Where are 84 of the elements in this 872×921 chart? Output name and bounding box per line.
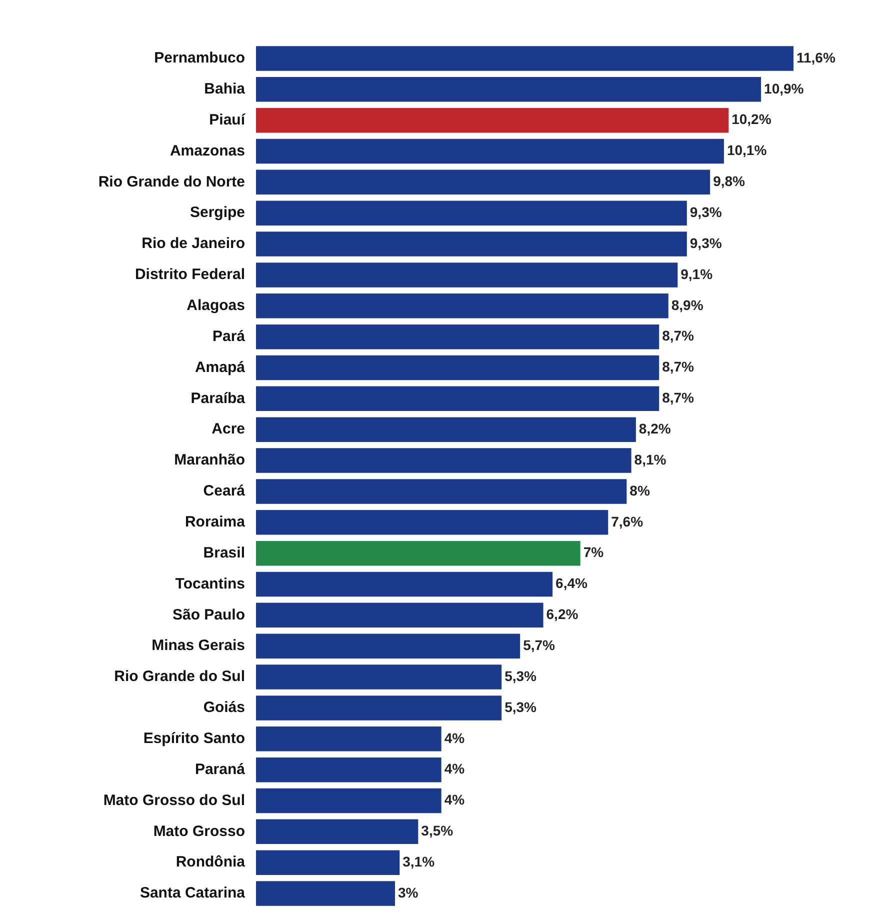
- y-tick-label: Amazonas: [170, 142, 245, 160]
- data-label: 9,3%: [690, 204, 722, 220]
- data-label: 4%: [444, 730, 466, 746]
- y-tick-label: Brasil: [203, 544, 245, 562]
- data-label: 8,1%: [634, 451, 667, 468]
- bar: [256, 881, 395, 906]
- data-label: 4%: [444, 792, 466, 808]
- y-tick-label: Santa Catarina: [140, 884, 246, 902]
- bar: [256, 324, 660, 350]
- y-tick-label: Rio Grande do Sul: [114, 668, 245, 686]
- y-tick-label: Pará: [212, 328, 246, 345]
- y-tick-label: Espírito Santo: [143, 730, 245, 748]
- bar: [256, 386, 660, 412]
- bar: [256, 757, 442, 782]
- data-label: 5,7%: [523, 636, 556, 653]
- data-label: 8,2%: [638, 420, 672, 436]
- bar: [256, 294, 668, 318]
- data-label: 6,4%: [556, 575, 588, 592]
- bar: [256, 726, 442, 752]
- data-label: 3,1%: [402, 853, 436, 870]
- y-tick-label: Rio de Janeiro: [142, 235, 245, 252]
- data-label: 10,1%: [726, 142, 768, 158]
- y-tick-label: Alagoas: [186, 297, 245, 314]
- y-tick-label: São Paulo: [172, 606, 245, 624]
- bar: [256, 77, 762, 102]
- bar: [256, 540, 580, 566]
- y-tick-label: Ceará: [203, 482, 246, 500]
- bar: [256, 634, 520, 658]
- bar: [256, 355, 660, 380]
- bar: [256, 232, 687, 256]
- data-label: 8%: [630, 482, 650, 498]
- y-tick-label: Roraima: [184, 514, 246, 531]
- bar: [256, 510, 608, 535]
- y-tick-label: Acre: [212, 420, 245, 438]
- bar: [256, 664, 502, 690]
- y-tick-label: Goiás: [203, 699, 245, 716]
- data-label: 5,3%: [504, 668, 538, 684]
- data-label: 8,7%: [662, 358, 695, 375]
- y-tick-label: Rondônia: [176, 854, 246, 871]
- bar: [256, 46, 794, 71]
- bar: [256, 138, 724, 164]
- bar: [256, 602, 544, 628]
- data-label: 10,9%: [764, 80, 804, 96]
- data-label: 3,5%: [421, 822, 454, 839]
- y-tick-label: Bahia: [204, 80, 246, 98]
- y-tick-label: Minas Gerais: [152, 637, 245, 654]
- bar: [256, 819, 418, 844]
- data-label: 9,8%: [713, 173, 746, 190]
- y-tick-label: Pernambuco: [154, 50, 245, 67]
- data-label: 11,6%: [796, 49, 836, 66]
- data-label: 3%: [398, 884, 419, 900]
- bar: [256, 170, 710, 195]
- y-tick-label: Mato Grosso do Sul: [103, 792, 245, 809]
- data-label: 7,6%: [611, 513, 644, 530]
- data-label: 8,7%: [662, 390, 695, 406]
- bar: [256, 448, 632, 473]
- bar: [256, 262, 678, 288]
- y-tick-label: Piauí: [209, 111, 246, 128]
- data-label: 9,3%: [690, 234, 722, 251]
- bar: [256, 417, 636, 442]
- y-tick-label: Amapá: [194, 358, 246, 376]
- bar: [256, 200, 687, 226]
- y-tick-label: Sergipe: [190, 204, 245, 222]
- y-tick-label: Maranhão: [174, 452, 245, 469]
- data-label: 8,7%: [662, 328, 695, 344]
- data-label: 10,2%: [732, 111, 772, 128]
- y-tick-label: Paraíba: [190, 390, 246, 407]
- y-tick-label: Paraná: [194, 760, 246, 778]
- y-tick-label: Mato Grosso: [153, 822, 245, 840]
- y-tick-label: Rio Grande do Norte: [98, 173, 245, 190]
- y-tick-label: Tocantins: [175, 575, 245, 592]
- data-label: 8,9%: [671, 296, 704, 313]
- bar: [256, 479, 627, 504]
- data-label: 6,2%: [546, 606, 579, 622]
- bar: [256, 108, 729, 133]
- y-tick-label: Distrito Federal: [134, 266, 245, 284]
- data-label: 9,1%: [680, 266, 714, 282]
- bar: [256, 696, 502, 720]
- bar: [256, 850, 400, 875]
- bar: [256, 788, 442, 814]
- bar: [256, 572, 553, 597]
- data-label: 4%: [444, 760, 466, 777]
- data-label: 7%: [583, 544, 604, 560]
- data-label: 5,3%: [504, 698, 538, 715]
